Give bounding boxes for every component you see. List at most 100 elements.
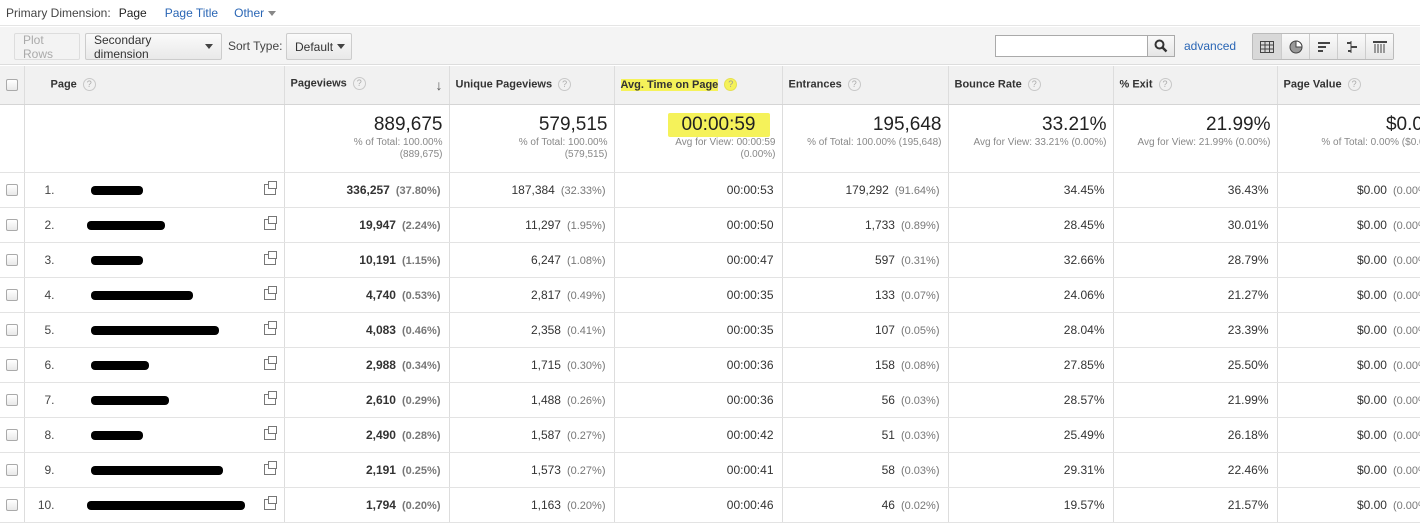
totals-bounce-rate: 33.21% Avg for View: 33.21% (0.00%): [948, 104, 1114, 173]
help-icon[interactable]: ?: [82, 78, 96, 92]
row-checkbox[interactable]: [5, 254, 18, 267]
advanced-filter-link[interactable]: advanced: [1184, 39, 1237, 53]
row-checkbox[interactable]: [5, 464, 18, 477]
dimension-page[interactable]: Page: [118, 5, 147, 20]
cell-value: $0.00: [1356, 427, 1387, 442]
row-checkbox[interactable]: [5, 499, 18, 512]
secondary-dimension-dropdown[interactable]: Secondary dimension: [85, 33, 222, 61]
table-view-icon[interactable]: [1253, 34, 1281, 59]
help-icon[interactable]: ?: [1158, 78, 1172, 92]
page-cell[interactable]: 6.: [24, 347, 285, 383]
page-cell[interactable]: 2.: [24, 207, 285, 243]
performance-view-icon[interactable]: [1309, 34, 1337, 59]
column-label-avg-time: Avg. Time on Page: [620, 78, 719, 91]
cell-percent: (0.26%): [566, 394, 606, 407]
cell-value: 23.39%: [1227, 322, 1269, 337]
total-subtext: (579,515): [564, 148, 608, 160]
total-subtext: % of Total: 100.00% (195,648): [807, 136, 942, 148]
page-cell[interactable]: 3.: [24, 242, 285, 278]
cell-percent: (0.27%): [566, 464, 606, 477]
dimension-page-title-link[interactable]: Page Title: [164, 5, 219, 20]
row-checkbox[interactable]: [5, 324, 18, 337]
select-all-cell[interactable]: [0, 66, 25, 105]
external-link-icon[interactable]: [263, 460, 277, 475]
cell-percent: (0.08%): [900, 359, 940, 372]
help-icon[interactable]: ?: [724, 78, 738, 92]
row-select-cell[interactable]: [0, 382, 25, 418]
external-link-icon[interactable]: [263, 180, 277, 195]
row-checkbox[interactable]: [5, 289, 18, 302]
dimension-other-dropdown[interactable]: Other: [234, 6, 277, 20]
row-checkbox[interactable]: [5, 219, 18, 232]
page-cell[interactable]: 1.: [24, 172, 285, 208]
cell-value: 00:00:50: [726, 217, 774, 232]
row-index: 1.: [44, 182, 55, 197]
help-icon[interactable]: ?: [1027, 78, 1041, 92]
table-search-input[interactable]: [995, 35, 1148, 57]
column-header-page[interactable]: Page?: [24, 66, 285, 105]
cell-value: 11,297: [525, 217, 561, 232]
bounce-rate-cell: 24.06%: [948, 277, 1114, 313]
help-icon[interactable]: ?: [1347, 78, 1361, 92]
cell-percent: (0.31%): [900, 254, 940, 267]
row-checkbox[interactable]: [5, 394, 18, 407]
column-header-unique-pageviews[interactable]: Unique Pageviews?: [449, 66, 615, 105]
external-link-icon[interactable]: [263, 425, 277, 440]
external-link-icon[interactable]: [263, 320, 277, 335]
sort-type-value: Default: [295, 39, 334, 54]
page-cell[interactable]: 8.: [24, 417, 285, 453]
row-select-cell[interactable]: [0, 172, 25, 208]
column-header-bounce-rate[interactable]: Bounce Rate?: [948, 66, 1114, 105]
row-select-cell[interactable]: [0, 312, 25, 348]
total-value: 21.99%: [1206, 113, 1271, 135]
row-select-cell[interactable]: [0, 242, 25, 278]
external-link-icon[interactable]: [263, 355, 277, 370]
row-checkbox[interactable]: [5, 359, 18, 372]
row-index: 5.: [44, 322, 55, 337]
cell-value: 19,947: [359, 217, 396, 232]
pivot-view-icon[interactable]: [1365, 34, 1393, 59]
row-select-cell[interactable]: [0, 207, 25, 243]
cell-percent: (0.05%): [900, 324, 940, 337]
select-all-checkbox[interactable]: [5, 78, 18, 91]
cell-value: 56: [881, 392, 895, 407]
external-link-icon[interactable]: [263, 285, 277, 300]
help-icon[interactable]: ?: [558, 78, 572, 92]
primary-dimension-label: Primary Dimension:: [6, 5, 111, 20]
totals-pageviews: 889,675 % of Total: 100.00% (889,675): [284, 104, 450, 173]
external-link-icon[interactable]: [263, 250, 277, 265]
total-subtext: (889,675): [399, 148, 443, 160]
row-select-cell[interactable]: [0, 277, 25, 313]
help-icon[interactable]: ?: [352, 76, 366, 90]
row-checkbox[interactable]: [5, 429, 18, 442]
page-cell[interactable]: 7.: [24, 382, 285, 418]
page-cell[interactable]: 9.: [24, 452, 285, 488]
exit-cell: 25.50%: [1113, 347, 1278, 383]
table-toolbar: Plot Rows Secondary dimension Sort Type:…: [0, 27, 1420, 65]
external-link-icon[interactable]: [263, 215, 277, 230]
entrances-cell: 1,733 (0.89%): [782, 207, 949, 243]
column-header-pageviews[interactable]: Pageviews? ↓: [284, 66, 450, 105]
plot-rows-button[interactable]: Plot Rows: [14, 33, 80, 61]
total-value: 195,648: [872, 113, 942, 135]
table-row: 10. 1,794 (0.20%) 1,163 (0.20%) 00:00:46 46 (0.…: [0, 487, 1420, 523]
column-header-avg-time[interactable]: Avg. Time on Page?: [614, 66, 783, 105]
page-cell[interactable]: 5.: [24, 312, 285, 348]
page-cell[interactable]: 4.: [24, 277, 285, 313]
row-select-cell[interactable]: [0, 487, 25, 523]
row-checkbox[interactable]: [5, 184, 18, 197]
external-link-icon[interactable]: [263, 390, 277, 405]
column-header-entrances[interactable]: Entrances?: [782, 66, 949, 105]
sort-type-dropdown[interactable]: Default: [286, 33, 352, 60]
row-select-cell[interactable]: [0, 452, 25, 488]
column-header-page-value[interactable]: Page Value?: [1277, 66, 1420, 105]
comparison-view-icon[interactable]: [1337, 34, 1365, 59]
page-cell[interactable]: 10.: [24, 487, 285, 523]
external-link-icon[interactable]: [263, 495, 277, 510]
column-header-exit[interactable]: % Exit?: [1113, 66, 1278, 105]
search-button[interactable]: [1147, 35, 1175, 57]
help-icon[interactable]: ?: [847, 78, 861, 92]
pie-view-icon[interactable]: [1281, 34, 1309, 59]
row-select-cell[interactable]: [0, 417, 25, 453]
row-select-cell[interactable]: [0, 347, 25, 383]
